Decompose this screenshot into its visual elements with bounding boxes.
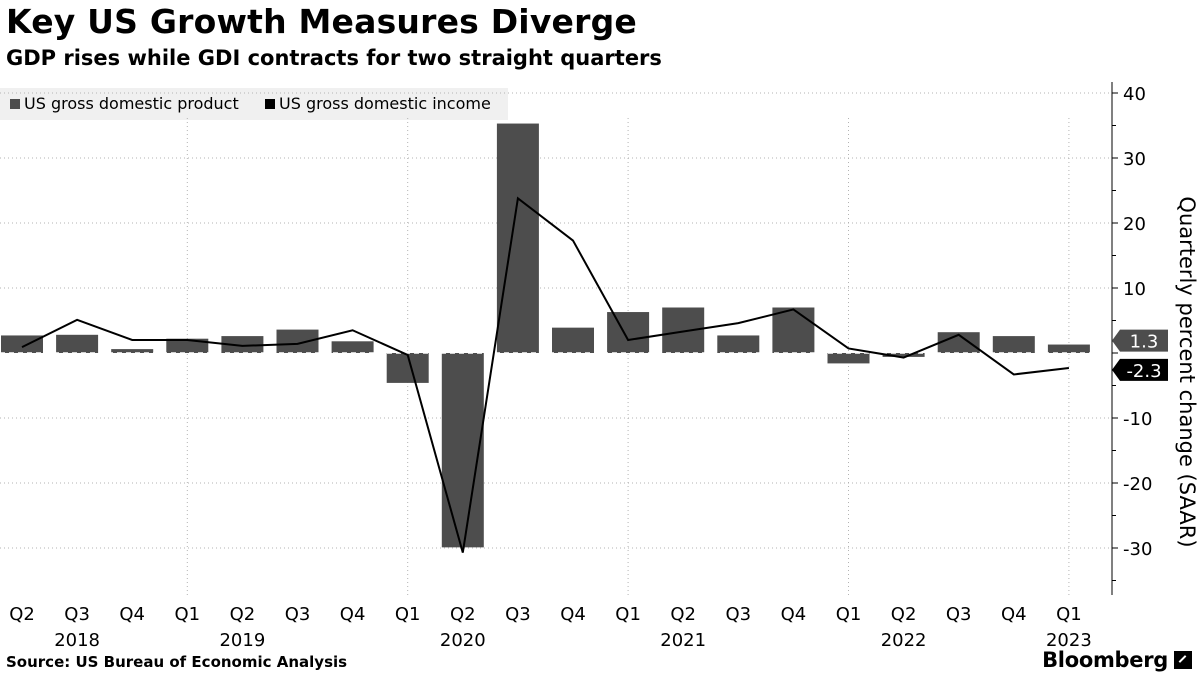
x-tick-label: Q2 — [670, 604, 696, 625]
y-tick-label: 40 — [1123, 84, 1146, 105]
y-tick-label: 20 — [1123, 214, 1146, 235]
x-tick-label: Q1 — [174, 604, 200, 625]
x-tick-label: Q2 — [891, 604, 917, 625]
bar-gdp — [331, 341, 374, 353]
legend-item-gdp: US gross domestic product — [10, 94, 239, 113]
bar-gdp — [496, 123, 539, 353]
legend-swatch-gdp — [10, 99, 20, 109]
x-tick-label: Q1 — [836, 604, 862, 625]
end-label-gdp-text: 1.3 — [1130, 332, 1159, 353]
x-tick-label: Q3 — [285, 604, 311, 625]
chart-title: Key US Growth Measures Diverge — [6, 2, 637, 41]
legend-swatch-gdi — [265, 99, 275, 109]
x-tick-label: Q1 — [1056, 604, 1082, 625]
x-tick-label: Q3 — [505, 604, 531, 625]
x-tick-label: Q1 — [395, 604, 421, 625]
y-tick-label: -20 — [1123, 474, 1152, 495]
legend-label-gdi: US gross domestic income — [279, 94, 491, 113]
legend-item-gdi: US gross domestic income — [265, 94, 491, 113]
y-tick-label: -30 — [1123, 539, 1152, 560]
x-tick-label: Q4 — [560, 604, 586, 625]
x-tick-label: Q4 — [1001, 604, 1027, 625]
bar-gdp — [827, 353, 870, 364]
bar-gdp — [882, 353, 925, 357]
bar-gdp — [992, 336, 1035, 353]
grid-layer — [0, 92, 1112, 595]
axis-layer: 40 30 20 10 -10 -20 -30 Q2 Q3 Q4 Q1 Q2 Q3 Q4 Q1 Q2 Q3 Q4 Q… — [9, 82, 1199, 651]
terminal-icon — [1174, 651, 1192, 669]
y-tick-label: 10 — [1123, 279, 1146, 300]
x-year-label: 2021 — [660, 630, 706, 651]
x-tick-label: Q2 — [230, 604, 256, 625]
bar-gdp — [56, 334, 99, 353]
bar-gdp — [772, 307, 815, 353]
x-tick-label: Q3 — [64, 604, 90, 625]
x-tick-label: Q4 — [119, 604, 145, 625]
chart-subtitle: GDP rises while GDI contracts for two st… — [6, 46, 662, 70]
x-tick-label: Q2 — [450, 604, 476, 625]
x-tick-label: Q4 — [781, 604, 807, 625]
bar-gdp — [937, 332, 980, 353]
x-year-label: 2022 — [881, 630, 927, 651]
end-label-gdi-text: -2.3 — [1126, 361, 1161, 382]
y-axis-title: Quarterly percent change (SAAR) — [1175, 196, 1199, 547]
end-label-gdi-box — [1112, 358, 1168, 381]
end-label-gdp-box — [1112, 329, 1168, 352]
y-tick-label: 30 — [1123, 149, 1146, 170]
x-tick-label: Q4 — [340, 604, 366, 625]
label-layer: 1.3 -2.3 — [1112, 329, 1168, 382]
bar-gdp — [276, 329, 319, 353]
legend-label-gdp: US gross domestic product — [24, 94, 239, 113]
x-tick-label: Q1 — [615, 604, 641, 625]
bar-gdp — [441, 353, 484, 548]
bar-layer — [0, 123, 1112, 548]
x-year-label: 2023 — [1046, 630, 1092, 651]
bar-gdp — [717, 335, 760, 353]
y-tick-label: -10 — [1123, 409, 1152, 430]
x-tick-label: Q3 — [946, 604, 972, 625]
x-year-label: 2020 — [440, 630, 486, 651]
bar-gdp — [1047, 344, 1090, 353]
x-year-label: 2019 — [219, 630, 265, 651]
bar-gdp — [166, 338, 209, 353]
source-note: Source: US Bureau of Economic Analysis — [6, 653, 348, 671]
line-gdi — [21, 196, 1070, 553]
bar-gdp — [1, 335, 43, 353]
line-layer — [21, 196, 1070, 553]
x-tick-label: Q2 — [9, 604, 35, 625]
bar-gdp — [552, 327, 594, 353]
x-year-label: 2018 — [54, 630, 100, 651]
bar-gdp — [111, 349, 154, 353]
brand-logo: Bloomberg — [1042, 648, 1168, 672]
bar-gdp — [221, 336, 264, 353]
end-label-gdi: -2.3 — [1112, 358, 1168, 382]
x-tick-label: Q3 — [725, 604, 751, 625]
end-label-gdp: 1.3 — [1112, 329, 1168, 353]
bar-gdp — [607, 312, 650, 353]
